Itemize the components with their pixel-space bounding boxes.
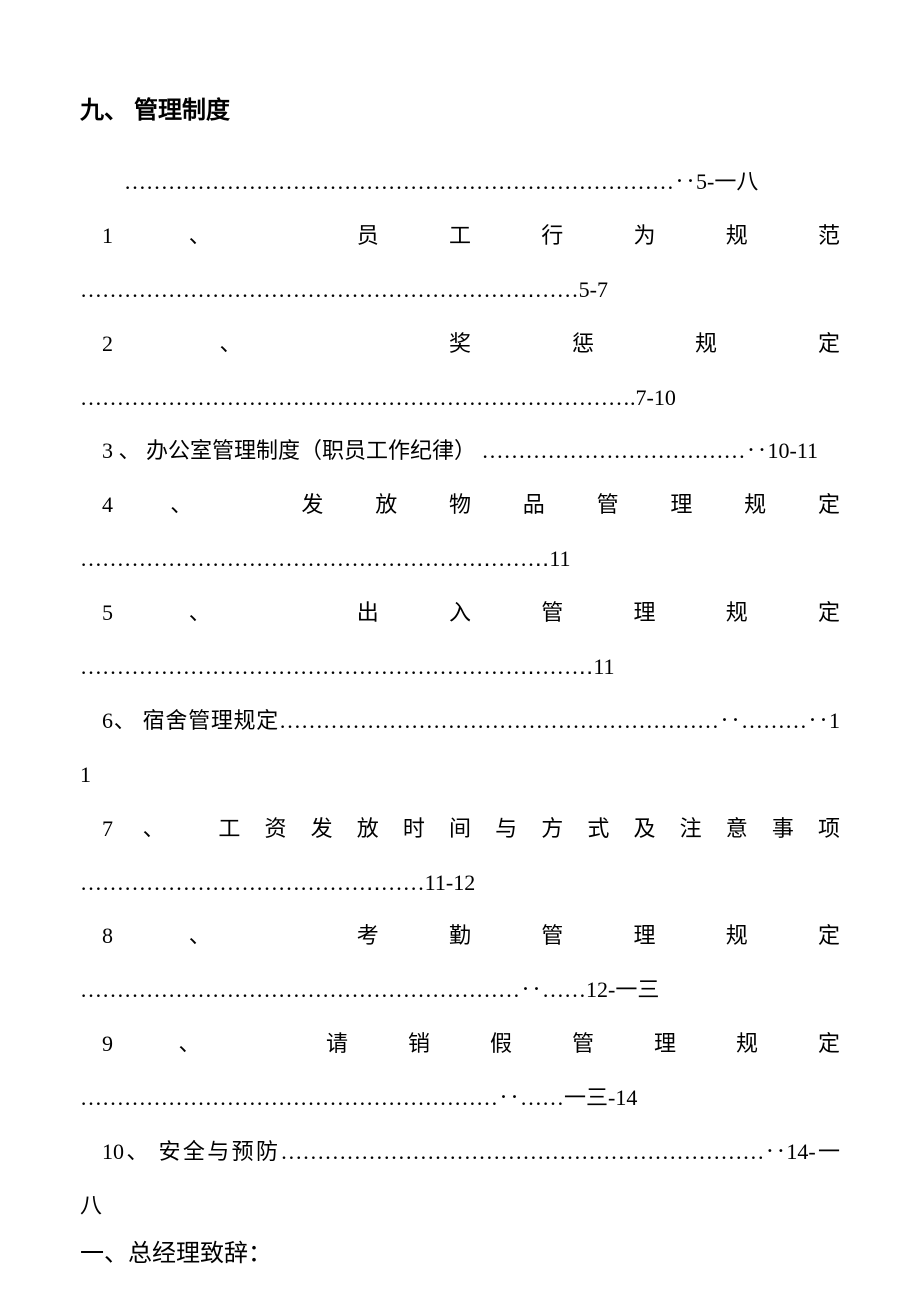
toc-entry: 1 、 员工行为规范……………………………………………………‥……5-7: [80, 209, 840, 317]
toc-entry-head: 8 、 考勤管理规定: [80, 909, 840, 963]
toc-entry: 2 、 奖惩规定………………………………………………………………….7-10: [80, 317, 840, 425]
toc-entry-leader: …………………………………‥……11-12: [80, 856, 840, 910]
toc-entry-leader: …………………………………………………‥……一三-14: [80, 1071, 840, 1125]
toc-entry: 6、 宿舍管理规定……………………………………………………‥………‥11: [80, 694, 840, 802]
toc-container: …………………………………………………………………‥5-一八 1 、 员工行为规…: [80, 155, 840, 1233]
toc-entry-leader: ……………………………………………………‥……12-一三: [80, 963, 840, 1017]
toc-entry: 4 、 发放物品管理规定………………………………………………‥……‥11: [80, 478, 840, 586]
footer-title: 一、总经理致辞：: [80, 1233, 840, 1268]
toc-entry-head: 4 、 发放物品管理规定: [80, 478, 840, 532]
toc-entry-leader: ……………………………………………………‥……‥11: [80, 640, 840, 694]
toc-entry-head: 5 、 出入管理规定: [80, 586, 840, 640]
toc-entry-head: 2 、 奖惩规定: [80, 317, 840, 371]
toc-entry: 8 、 考勤管理规定……………………………………………………‥……12-一三: [80, 909, 840, 1017]
toc-entry-head: 9 、 请销假管理规定: [80, 1017, 840, 1071]
toc-entry: 3 、 办公室管理制度（职员工作纪律） ………………………………‥10-11: [80, 424, 840, 478]
toc-entry: 10、 安全与预防…………………………………………………………‥14-一八: [80, 1125, 840, 1233]
toc-entry-leader: ………………………………………………………………….7-10: [80, 371, 840, 425]
toc-entry-leader: ……………………………………………………‥……5-7: [80, 263, 840, 317]
toc-entry: 9 、 请销假管理规定…………………………………………………‥……一三-14: [80, 1017, 840, 1125]
toc-entry: 7 、 工资发放时间与方式及注意事项…………………………………‥……11-12: [80, 802, 840, 910]
toc-first-line: …………………………………………………………………‥5-一八: [80, 155, 840, 209]
toc-entry-head: 7 、 工资发放时间与方式及注意事项: [80, 802, 840, 856]
toc-entry: 5 、 出入管理规定……………………………………………………‥……‥11: [80, 586, 840, 694]
toc-entry-head: 1 、 员工行为规范: [80, 209, 840, 263]
toc-entry-leader: ………………………………………………‥……‥11: [80, 532, 840, 586]
section-title: 九、 管理制度: [80, 90, 840, 125]
